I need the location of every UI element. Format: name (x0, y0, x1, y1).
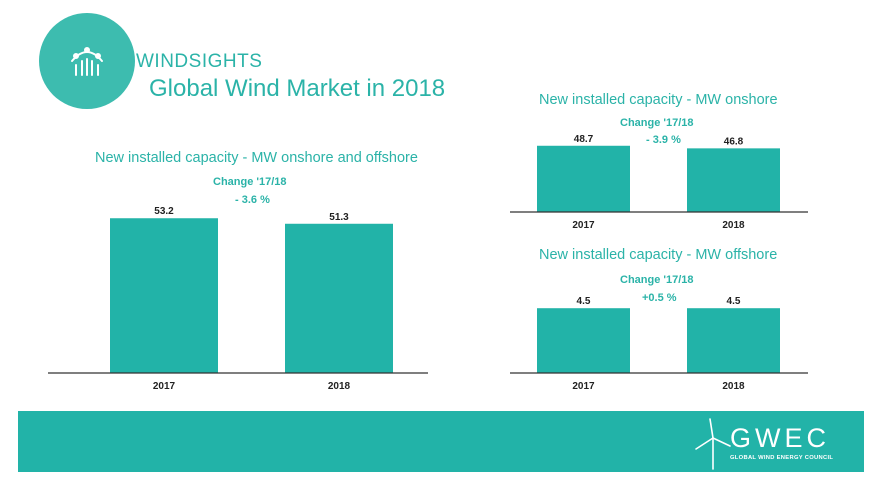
chart-1-change-label: Change '17/18 (213, 176, 287, 188)
bar-2017 (537, 308, 630, 373)
chart-2-title: New installed capacity - MW onshore (539, 92, 778, 108)
gwec-logo-subtitle: GLOBAL WIND ENERGY COUNCIL (730, 455, 833, 461)
x-tick-label-2017: 2017 (572, 220, 595, 231)
chart-2-change-value: - 3.9 % (646, 134, 681, 146)
x-tick-label-2017: 2017 (153, 381, 176, 392)
chart-1-title: New installed capacity - MW onshore and … (95, 150, 418, 166)
bar-2018 (687, 308, 780, 373)
wind-turbine-icon (695, 418, 731, 470)
data-label-2018: 51.3 (329, 212, 349, 223)
trend-line-bar-chart-icon (71, 47, 103, 76)
bar-2018 (285, 223, 393, 373)
data-label-2018: 46.8 (724, 136, 744, 147)
windsights-logo (39, 13, 135, 109)
bar-2017 (110, 218, 218, 373)
x-tick-label-2018: 2018 (328, 381, 351, 392)
x-tick-label-2018: 2018 (722, 381, 745, 392)
data-label-2017: 4.5 (577, 296, 591, 307)
chart-3-change-label: Change '17/18 (620, 274, 694, 286)
bar-2018 (687, 148, 780, 212)
chart-2-change-label: Change '17/18 (620, 117, 694, 129)
chart-3-title: New installed capacity - MW offshore (539, 247, 778, 263)
page-title: Global Wind Market in 2018 (149, 75, 446, 102)
x-tick-label-2017: 2017 (572, 381, 595, 392)
bar-2017 (537, 145, 630, 212)
chart-3-change-value: +0.5 % (642, 292, 677, 304)
x-tick-label-2018: 2018 (722, 220, 745, 231)
chart-1-change-value: - 3.6 % (235, 194, 270, 206)
gwec-logo-text: GWEC (730, 423, 830, 453)
data-label-2018: 4.5 (727, 296, 741, 307)
footer-band: GWEC GLOBAL WIND ENERGY COUNCIL (18, 411, 864, 472)
brand-name: WINDSIGHTS (136, 51, 263, 72)
data-label-2017: 48.7 (574, 134, 594, 145)
data-label-2017: 53.2 (154, 206, 174, 217)
gwec-logo: GWEC GLOBAL WIND ENERGY COUNCIL (695, 418, 833, 470)
